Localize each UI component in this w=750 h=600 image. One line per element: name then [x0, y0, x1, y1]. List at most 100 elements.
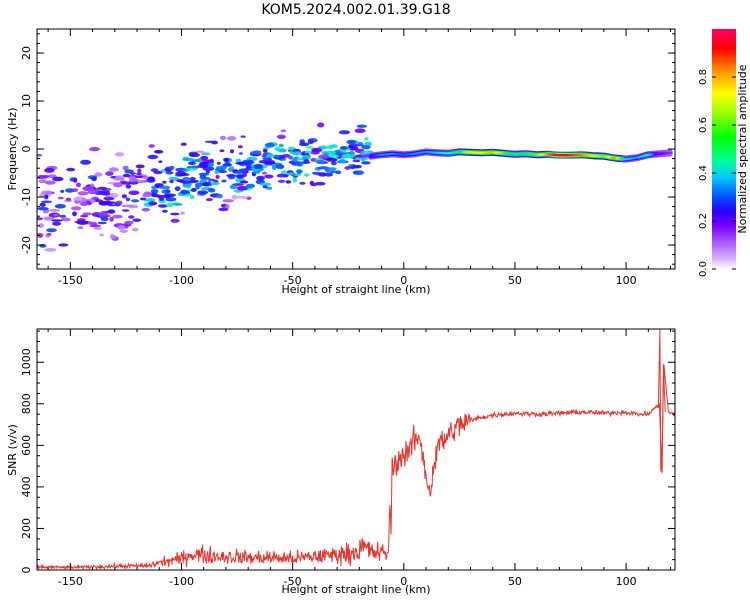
spectral-blob [147, 154, 159, 160]
spectral-blob [154, 149, 164, 154]
spectral-blob [271, 163, 276, 167]
spectral-blob [117, 225, 126, 230]
spectral-blob [360, 150, 366, 156]
spectral-blob [80, 214, 89, 218]
spectral-blob [90, 183, 95, 188]
spectral-blob [325, 157, 338, 162]
bottom-y-tick-label: 200 [20, 518, 33, 539]
bottom-x-tick-label: 50 [508, 575, 522, 588]
spectral-blob [185, 167, 198, 171]
spectral-blob [229, 149, 235, 154]
spectral-blob [360, 157, 366, 162]
colorbar-tick-label: 0.4 [698, 165, 709, 181]
spectral-blob [223, 157, 230, 162]
spectral-blob [128, 215, 135, 219]
spectral-blob [158, 160, 163, 163]
spectral-blob [236, 185, 248, 191]
spectral-blob [60, 217, 71, 222]
spectral-blob [154, 183, 164, 187]
spectral-blob [239, 180, 249, 184]
spectral-blob [37, 217, 44, 221]
spectral-blob [38, 179, 47, 184]
spectral-blob [124, 169, 134, 174]
colorbar-tick-label: 0.2 [698, 213, 709, 229]
spectral-blob [143, 180, 148, 183]
spectral-blob [165, 171, 174, 175]
spectral-blob [195, 150, 205, 153]
spectral-blob [315, 159, 327, 164]
spectral-blob [361, 161, 371, 165]
spectral-blob [71, 188, 79, 192]
bottom-y-tick-label: 400 [20, 476, 33, 497]
spectral-blob [224, 161, 231, 166]
spectral-blob [204, 140, 216, 143]
spectral-blob [236, 195, 248, 199]
spectral-blob [287, 146, 296, 151]
spectral-blob [77, 191, 89, 196]
bottom-x-tick-label: -50 [284, 575, 302, 588]
spectral-blob [70, 206, 82, 211]
spectral-blob [170, 212, 180, 216]
top-x-tick-label: -100 [169, 274, 194, 287]
spectral-blob [77, 226, 84, 230]
spectral-blob [364, 150, 374, 153]
spectral-blob [38, 223, 45, 229]
spectral-blob [44, 194, 49, 200]
spectral-blob [142, 176, 149, 180]
spectral-blob [293, 173, 302, 177]
spectral-blob [191, 159, 202, 163]
spectral-blob [151, 185, 157, 190]
spectral-blob [305, 146, 314, 149]
spectral-blob [354, 170, 365, 175]
spectral-blob [51, 219, 63, 222]
spectral-blob [89, 147, 100, 152]
spectral-blob [338, 130, 351, 135]
spectral-blob [77, 218, 86, 222]
spectral-blob [119, 229, 128, 233]
top-y-tick-label: 0 [20, 146, 33, 153]
spectral-blob [164, 195, 171, 198]
spectral-blob [105, 195, 111, 198]
spectral-blob [296, 169, 302, 175]
spectral-blob [188, 161, 196, 166]
spectral-blob [201, 152, 211, 156]
spectral-blob [121, 209, 130, 212]
spectral-blob [93, 227, 103, 230]
top-x-tick-label: -150 [58, 274, 83, 287]
spectral-blob [250, 151, 262, 155]
spectral-blob [254, 165, 263, 169]
spectral-blob [310, 158, 317, 162]
spectral-blob [299, 139, 306, 145]
spectral-blob [354, 128, 366, 133]
spectral-blob [112, 214, 123, 219]
spectral-blob [139, 197, 147, 201]
spectral-blob [136, 172, 142, 176]
spectral-blob [326, 150, 337, 155]
spectral-blob [292, 177, 298, 183]
spectral-blob [76, 220, 89, 225]
spectral-blob [66, 167, 76, 172]
spectral-blob [221, 179, 227, 183]
spectral-blob [120, 181, 131, 185]
spectral-blob [97, 186, 107, 190]
spectral-blob [344, 166, 351, 170]
spectral-blob [253, 170, 261, 174]
spectral-blob [39, 202, 46, 207]
spectral-blob [218, 207, 229, 212]
spectral-blob [312, 149, 319, 153]
spectral-blob [172, 203, 183, 206]
spectral-blob [299, 181, 306, 185]
spectral-blob [214, 170, 220, 174]
spectral-blob [131, 228, 139, 232]
colorbar-tick-label: 0.0 [698, 261, 709, 277]
spectral-blob [142, 193, 152, 198]
spectral-blob [224, 204, 230, 209]
bottom-y-axis-label: SNR (v/v) [6, 424, 19, 476]
bottom-x-tick-label: 100 [616, 575, 637, 588]
spectral-blob [259, 182, 272, 186]
spectral-blob [327, 167, 337, 171]
spectral-blob [104, 200, 112, 205]
spectral-blob [135, 164, 145, 169]
spectral-blob [80, 202, 88, 207]
spectral-blob [101, 192, 111, 196]
